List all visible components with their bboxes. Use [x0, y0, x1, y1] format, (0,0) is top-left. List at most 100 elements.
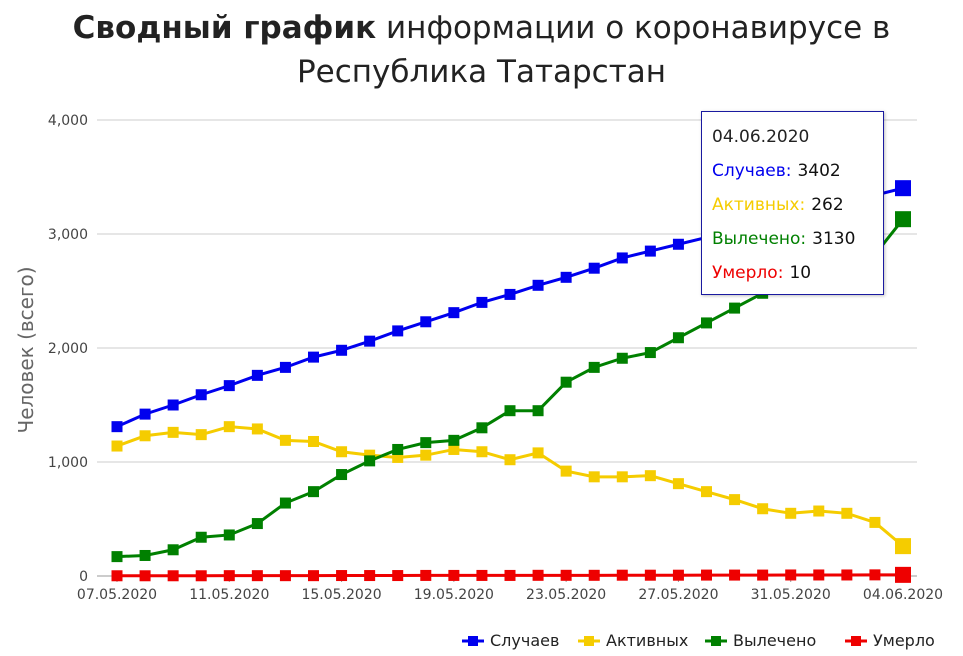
data-point: [308, 435, 319, 447]
data-point: [448, 443, 460, 455]
data-point: [588, 471, 600, 483]
data-point: [420, 449, 432, 461]
legend-item: Вылечено: [705, 631, 816, 650]
legend[interactable]: Случаев Активных Вылечено Умерло: [462, 631, 935, 650]
tooltip-date: 04.06.2020: [712, 127, 810, 147]
data-point: [364, 449, 376, 461]
data-point: [139, 408, 151, 420]
data-point: [111, 570, 123, 582]
data-point: [476, 569, 488, 581]
legend-label: Активных: [606, 631, 688, 650]
data-point: [560, 271, 572, 283]
data-point: [195, 389, 207, 401]
chart-title: Сводный график информации о коронавирусе…: [0, 6, 963, 94]
data-point: [364, 335, 376, 347]
legend-marker: [468, 636, 478, 646]
data-point: [672, 238, 684, 250]
data-point: [279, 434, 291, 446]
data-point: [223, 380, 235, 392]
data-point: [111, 551, 123, 563]
data-point: [532, 569, 544, 581]
y-tick-label: 4,000: [48, 113, 88, 129]
data-point: [392, 570, 404, 582]
data-point: [813, 569, 825, 581]
y-tick-label: 0: [79, 569, 88, 585]
chart-title-line2: Республика Татарстан: [296, 54, 667, 90]
chart-title-rest: информации о коронавирусе в: [376, 10, 891, 46]
data-point: [111, 421, 123, 433]
data-point: [616, 471, 628, 483]
legend-label: Случаев: [490, 631, 559, 650]
data-point: [588, 262, 600, 274]
tooltip-label: Вылечено:: [712, 229, 807, 249]
data-point: [308, 351, 319, 363]
data-point: [757, 569, 769, 581]
data-point: [672, 332, 684, 344]
data-point: [729, 302, 741, 314]
data-point: [672, 569, 684, 581]
data-point: [532, 279, 544, 291]
data-point: [336, 446, 348, 458]
data-point: [167, 570, 179, 582]
data-point: [616, 352, 628, 364]
data-point: [392, 451, 404, 463]
data-point: [841, 507, 853, 519]
data-point: [757, 503, 769, 515]
data-point: [701, 486, 712, 498]
data-point: [308, 486, 319, 498]
data-point: [644, 569, 656, 581]
data-point: [223, 421, 235, 433]
tooltip-row-cases: Случаев: 3402: [712, 158, 873, 192]
data-point: [195, 570, 207, 582]
tooltip-row-active: Активных: 262: [712, 192, 873, 226]
data-point: [364, 455, 376, 467]
data-point: [785, 507, 797, 519]
data-point: [504, 288, 516, 300]
tooltip-label: Случаев:: [712, 161, 792, 181]
legend-item: Умерло: [845, 631, 935, 650]
x-tick-label: 31.05.2020: [751, 587, 831, 603]
chart-title-bold: Сводный график: [72, 10, 377, 46]
tooltip-label: Активных:: [712, 195, 806, 215]
tooltip-label: Умерло:: [712, 263, 784, 283]
data-point: [392, 443, 404, 455]
data-point: [504, 454, 516, 466]
data-point: [504, 405, 516, 417]
data-point: [167, 426, 179, 438]
data-point: [616, 569, 628, 581]
data-point: [813, 505, 825, 517]
data-point: [251, 423, 263, 435]
legend-marker: [851, 636, 861, 646]
data-point: [223, 529, 235, 541]
data-point: [588, 361, 600, 373]
data-point: [560, 465, 572, 477]
data-point: [279, 361, 291, 373]
data-point: [420, 569, 432, 581]
data-point: [841, 569, 853, 581]
data-point: [701, 569, 712, 581]
data-point: [336, 469, 348, 481]
tooltip-row-deaths: Умерло: 10: [712, 260, 873, 294]
data-point: [392, 325, 404, 337]
data-point: [167, 544, 179, 556]
data-point: [448, 569, 460, 581]
data-point: [251, 518, 263, 530]
data-point: [560, 569, 572, 581]
tooltip-value: 10: [789, 263, 812, 283]
data-point: [167, 399, 179, 411]
tooltip-row-recovered: Вылечено: 3130: [712, 226, 873, 260]
data-point: [139, 430, 151, 442]
data-point: [223, 570, 235, 582]
legend-marker: [584, 636, 594, 646]
x-tick-label: 19.05.2020: [414, 587, 494, 603]
x-tick-label: 07.05.2020: [77, 587, 157, 603]
data-point: [644, 245, 656, 257]
data-point: [139, 549, 151, 561]
data-point: [895, 566, 911, 583]
data-point: [701, 317, 712, 329]
data-point: [139, 570, 151, 582]
data-point: [672, 478, 684, 490]
data-point: [729, 569, 741, 581]
series-line: [116, 425, 904, 548]
